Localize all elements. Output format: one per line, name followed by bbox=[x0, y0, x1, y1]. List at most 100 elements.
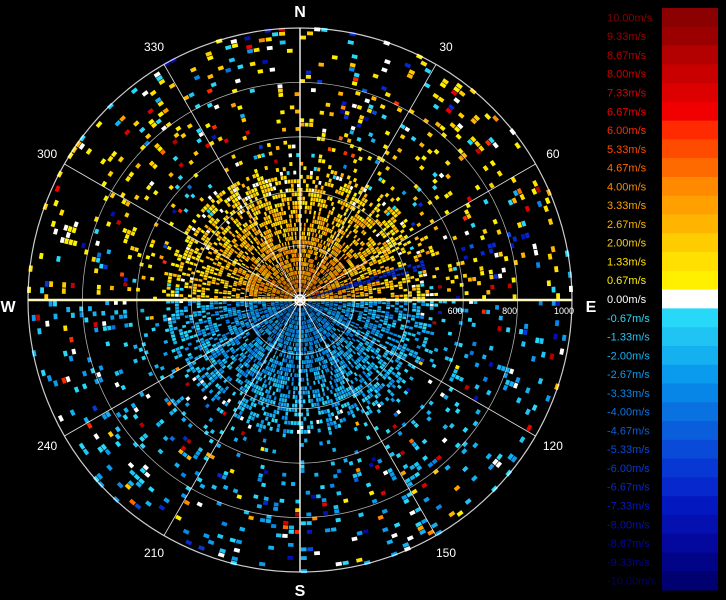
echo-gate bbox=[417, 253, 422, 258]
echo-gate bbox=[293, 311, 296, 316]
echo-gate bbox=[269, 357, 273, 362]
echo-gate bbox=[245, 331, 250, 335]
echo-gate bbox=[312, 286, 317, 290]
echo-gate bbox=[337, 291, 342, 293]
echo-gate bbox=[279, 311, 283, 315]
echo-gate bbox=[310, 283, 313, 287]
echo-gate bbox=[348, 180, 353, 186]
echo-gate bbox=[376, 197, 382, 203]
echo-gate bbox=[288, 301, 293, 303]
echo-gate bbox=[316, 302, 321, 304]
echo-gate bbox=[385, 238, 391, 244]
echo-gate bbox=[231, 356, 236, 361]
echo-gate bbox=[327, 312, 331, 315]
echo-gate bbox=[340, 394, 344, 400]
echo-gate bbox=[295, 325, 297, 330]
echo-gate bbox=[217, 323, 222, 327]
echo-gate bbox=[374, 333, 379, 337]
echo-gate bbox=[306, 329, 308, 333]
echo-gate bbox=[532, 179, 539, 187]
echo-gate bbox=[428, 349, 434, 355]
echo-gate bbox=[196, 329, 202, 334]
echo-gate bbox=[181, 410, 187, 417]
echo-gate bbox=[422, 273, 428, 277]
echo-gate bbox=[399, 351, 404, 356]
echo-gate bbox=[298, 321, 299, 325]
echo-gate bbox=[295, 355, 298, 360]
echo-gate bbox=[253, 403, 257, 408]
echo-gate bbox=[376, 283, 381, 286]
echo-gate bbox=[376, 408, 382, 414]
echo-gate bbox=[429, 292, 434, 297]
echo-gate bbox=[316, 220, 319, 225]
echo-gate bbox=[219, 314, 224, 317]
echo-gate bbox=[268, 311, 273, 314]
echo-gate bbox=[442, 424, 449, 430]
echo-gate bbox=[236, 304, 240, 307]
echo-gate bbox=[365, 321, 370, 325]
echo-gate bbox=[261, 297, 266, 299]
echo-gate bbox=[359, 273, 364, 277]
echo-gate bbox=[282, 433, 286, 438]
echo-gate bbox=[198, 278, 203, 282]
echo-gate bbox=[481, 354, 487, 360]
echo-gate bbox=[250, 416, 255, 421]
echo-gate bbox=[308, 232, 311, 237]
echo-gate bbox=[306, 512, 312, 517]
echo-gate bbox=[550, 245, 556, 253]
echo-gate bbox=[323, 199, 327, 204]
echo-gate bbox=[266, 412, 270, 417]
echo-gate bbox=[230, 331, 235, 336]
echo-gate bbox=[349, 347, 353, 352]
echo-gate bbox=[408, 326, 414, 330]
echo-gate bbox=[230, 354, 235, 359]
echo-gate bbox=[320, 303, 325, 305]
echo-gate bbox=[305, 257, 307, 262]
echo-gate bbox=[326, 321, 330, 325]
echo-gate bbox=[324, 251, 328, 256]
echo-gate bbox=[252, 327, 257, 331]
echo-gate bbox=[431, 458, 438, 465]
echo-gate bbox=[220, 281, 225, 284]
echo-gate bbox=[196, 382, 202, 387]
echo-gate bbox=[310, 327, 313, 332]
echo-gate bbox=[439, 392, 446, 398]
echo-gate bbox=[382, 272, 387, 276]
echo-gate bbox=[309, 210, 312, 215]
echo-gate bbox=[352, 350, 357, 355]
echo-gate bbox=[535, 262, 541, 269]
echo-gate bbox=[259, 423, 264, 429]
echo-gate bbox=[294, 399, 298, 404]
echo-gate bbox=[240, 304, 245, 307]
echo-gate bbox=[385, 370, 391, 376]
echo-gate bbox=[392, 218, 397, 224]
echo-gate bbox=[279, 302, 284, 304]
echo-gate bbox=[345, 311, 350, 314]
echo-gate bbox=[331, 334, 336, 338]
echo-gate bbox=[362, 282, 367, 285]
echo-gate bbox=[311, 305, 315, 308]
echo-gate bbox=[227, 296, 231, 299]
echo-gate bbox=[329, 272, 333, 276]
echo-gate bbox=[270, 363, 274, 368]
echo-gate bbox=[319, 280, 323, 284]
echo-gate bbox=[401, 345, 407, 350]
echo-gate bbox=[376, 339, 381, 343]
echo-gate bbox=[466, 195, 473, 202]
echo-gate bbox=[253, 319, 258, 323]
echo-gate bbox=[171, 368, 177, 374]
echo-gate bbox=[373, 274, 379, 278]
echo-gate bbox=[462, 426, 469, 433]
echo-gate bbox=[350, 404, 355, 409]
echo-gate bbox=[216, 395, 221, 401]
echo-gate bbox=[332, 320, 337, 323]
echo-gate bbox=[281, 375, 284, 380]
echo-gate bbox=[381, 248, 386, 253]
echo-gate bbox=[231, 350, 237, 355]
echo-gate bbox=[339, 280, 344, 284]
echo-gate bbox=[292, 394, 296, 399]
echo-gate bbox=[312, 302, 316, 304]
echo-gate bbox=[371, 283, 376, 287]
echo-gate bbox=[201, 287, 206, 291]
echo-gate bbox=[331, 267, 335, 272]
